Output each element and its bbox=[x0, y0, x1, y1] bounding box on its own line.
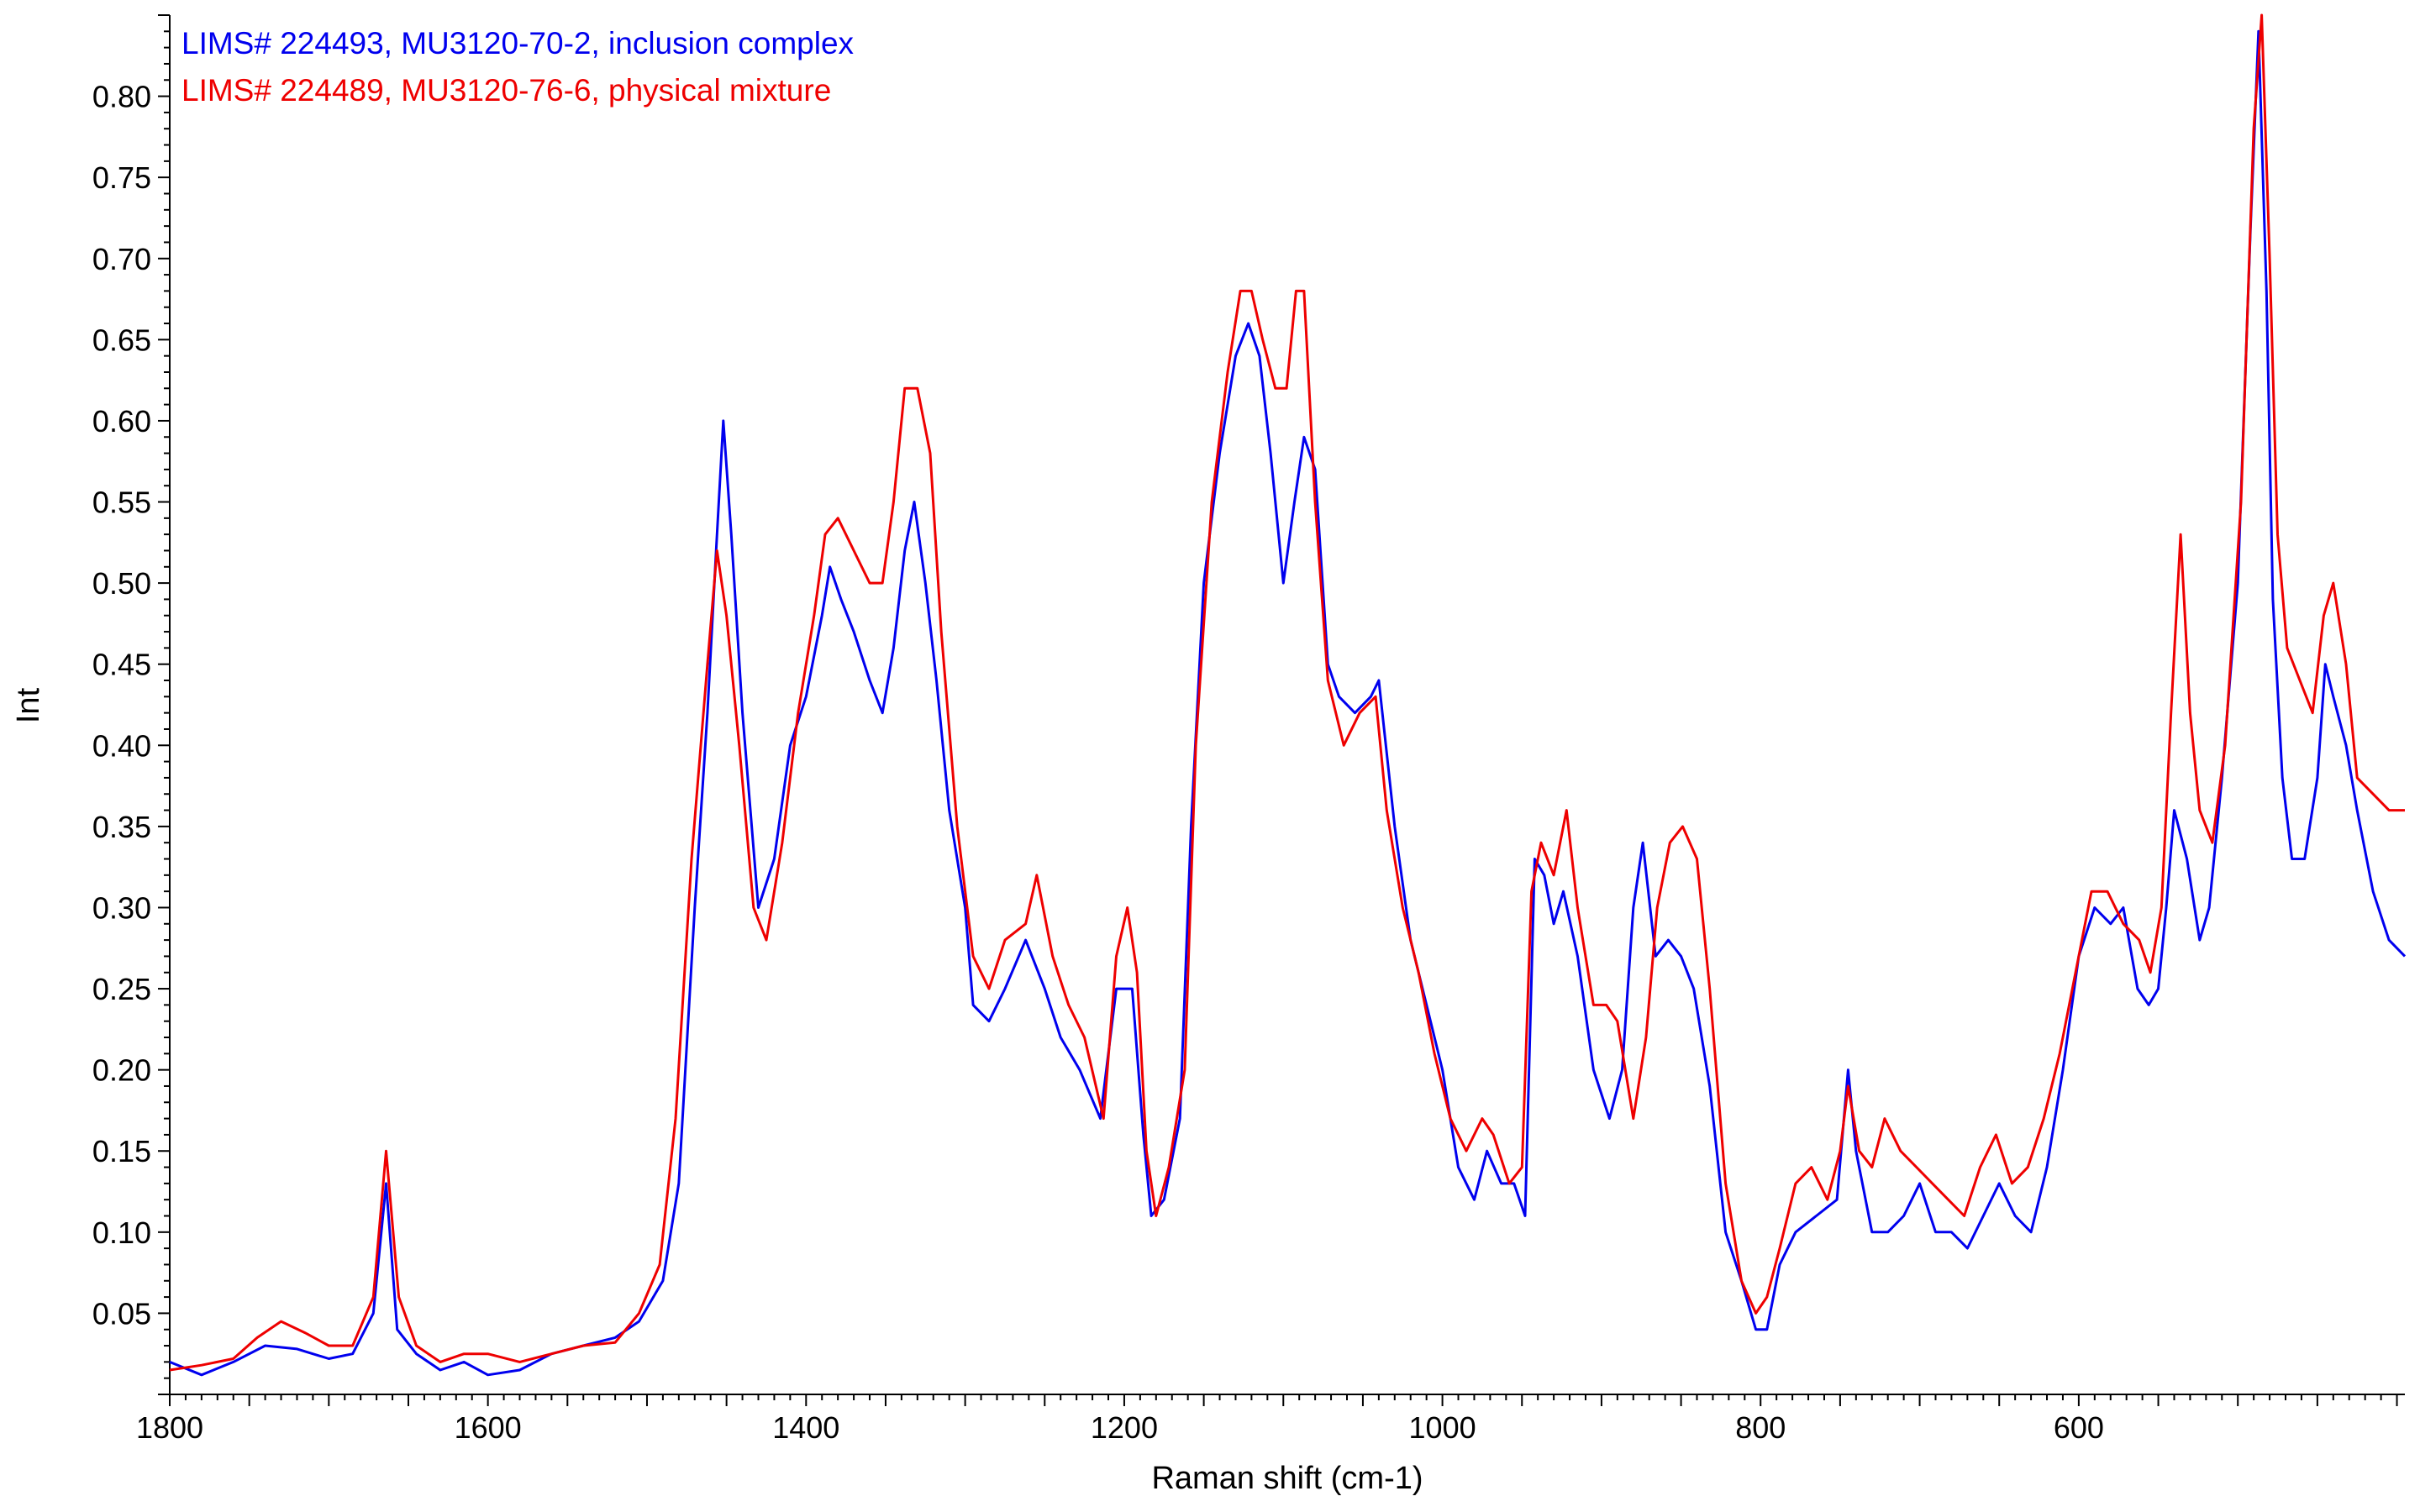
y-tick-label: 0.50 bbox=[92, 566, 151, 601]
y-tick-label: 0.20 bbox=[92, 1053, 151, 1088]
y-tick-label: 0.15 bbox=[92, 1134, 151, 1168]
x-axis-title: Raman shift (cm-1) bbox=[1151, 1461, 1423, 1496]
legend: LIMS# 224493, MU3120-70-2, inclusion com… bbox=[182, 26, 855, 108]
x-tick-label: 600 bbox=[2054, 1410, 2104, 1445]
x-tick-label: 1000 bbox=[1409, 1410, 1476, 1445]
y-axis: 0.05 0.10 0.15 0.20 0.25 0.30 0.35 0.40 0.45 0.50… bbox=[92, 14, 170, 1395]
legend-entry-2: LIMS# 224489, MU3120-76-6, physical mixt… bbox=[182, 73, 831, 108]
y-tick-label: 0.10 bbox=[92, 1215, 151, 1250]
y-tick-label: 0.05 bbox=[92, 1296, 151, 1331]
x-tick-label: 800 bbox=[1735, 1410, 1786, 1445]
legend-entry-1: LIMS# 224493, MU3120-70-2, inclusion com… bbox=[182, 26, 855, 60]
y-tick-label: 0.35 bbox=[92, 810, 151, 844]
x-tick-label: 1600 bbox=[455, 1410, 522, 1445]
y-tick-label: 0.40 bbox=[92, 728, 151, 763]
series-layer bbox=[169, 13, 2407, 1377]
y-tick-label: 0.60 bbox=[92, 404, 151, 438]
y-tick-label: 0.80 bbox=[92, 80, 151, 114]
y-tick-label: 0.70 bbox=[92, 242, 151, 276]
y-tick-label: 0.65 bbox=[92, 323, 151, 357]
y-tick-label: 0.55 bbox=[92, 486, 151, 520]
x-tick-label: 1800 bbox=[136, 1410, 203, 1445]
y-axis-title: Int bbox=[11, 687, 46, 723]
y-tick-label: 0.30 bbox=[92, 890, 151, 925]
y-tick-label: 0.25 bbox=[92, 972, 151, 1006]
x-tick-label: 1400 bbox=[772, 1410, 839, 1445]
y-tick-label: 0.45 bbox=[92, 648, 151, 682]
y-tick-label: 0.75 bbox=[92, 160, 151, 195]
plot-frame bbox=[169, 15, 2405, 1395]
x-axis: 1800 1600 1400 1200 1000 800 600 bbox=[136, 1394, 2398, 1445]
series-line-2 bbox=[169, 13, 2405, 1372]
x-tick-label: 1200 bbox=[1091, 1410, 1158, 1445]
